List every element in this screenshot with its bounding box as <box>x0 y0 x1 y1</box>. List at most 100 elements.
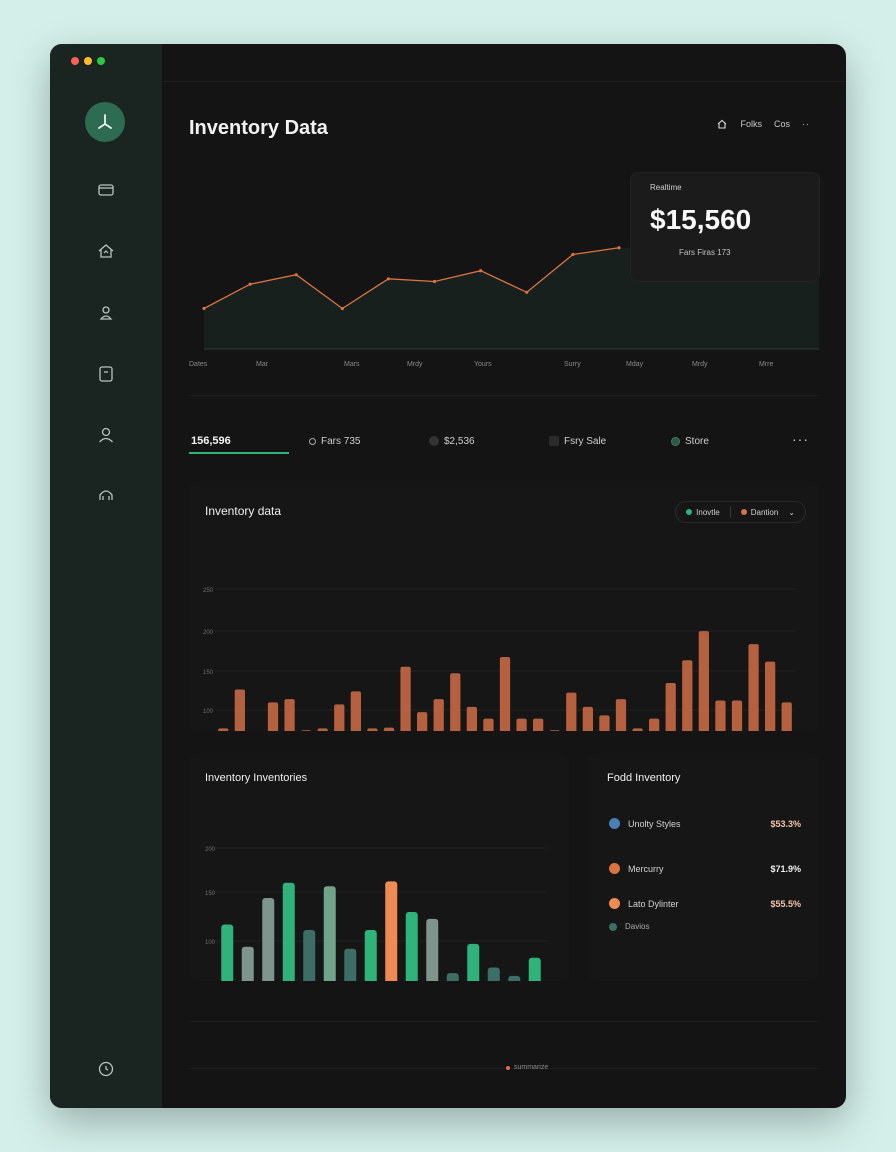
headphones-icon[interactable] <box>95 484 117 506</box>
price-card-value: $15,560 <box>650 204 752 235</box>
close-window-button[interactable] <box>71 57 79 65</box>
inventories-bar[interactable] <box>446 973 459 981</box>
inventories-bar[interactable] <box>426 918 439 981</box>
header-action-cos[interactable]: Cos <box>773 119 790 129</box>
inventory-bar[interactable] <box>284 699 295 731</box>
zoom-window-button[interactable] <box>97 57 105 65</box>
inventories-bar[interactable] <box>241 946 254 981</box>
inventory-bar[interactable] <box>234 689 245 731</box>
inventories-bar[interactable] <box>467 943 480 981</box>
inventory-bar[interactable] <box>301 730 311 731</box>
inventory-bar[interactable] <box>698 631 709 731</box>
inventory-bar[interactable] <box>466 706 477 731</box>
inventory-bar[interactable] <box>550 730 560 731</box>
hero-point <box>432 279 437 284</box>
inventory-bar[interactable] <box>765 661 776 731</box>
inventory-bar[interactable] <box>781 702 792 731</box>
inventory-bar[interactable] <box>417 712 428 731</box>
hero-x-tick-label: Mars <box>344 361 360 368</box>
inventory-bar[interactable] <box>533 718 544 731</box>
inventory-bar[interactable] <box>400 666 411 731</box>
inventories-bar[interactable] <box>221 924 234 981</box>
home-outline-icon[interactable] <box>716 118 728 130</box>
rank-dot <box>609 818 620 829</box>
inventory-bar[interactable] <box>632 728 643 731</box>
inventory-bar[interactable] <box>748 644 759 731</box>
user-icon[interactable] <box>95 424 117 446</box>
inventory-bar[interactable] <box>566 692 577 731</box>
main-content: Inventory Data Folks Cos ·· Dates Mar Mars… <box>162 44 846 1108</box>
inventories-bar[interactable] <box>508 975 521 981</box>
tab-156596[interactable]: 156,596 <box>191 427 231 455</box>
inventories-bar[interactable] <box>528 957 541 981</box>
chevron-down-icon[interactable]: ⌄ <box>788 507 795 517</box>
inventories-bar[interactable] <box>364 930 377 981</box>
inventory-bar[interactable] <box>317 728 328 731</box>
header-more-button[interactable]: ·· <box>802 119 810 129</box>
tab-2536[interactable]: $2,536 <box>429 427 475 455</box>
person-pin-icon[interactable] <box>95 302 117 324</box>
rank-row[interactable]: Unolty Styles $53.3% <box>609 818 801 829</box>
tab-store[interactable]: Store <box>671 427 709 455</box>
legend-item-dantion: Dantion <box>740 507 779 517</box>
inventory-bar[interactable] <box>334 704 345 731</box>
inventory-bar[interactable] <box>483 718 494 731</box>
inventories-bar[interactable] <box>487 967 500 981</box>
inventory-data-legend[interactable]: Inovtle Dantion ⌄ <box>675 501 806 523</box>
wallet-icon[interactable] <box>95 179 117 201</box>
tab-label: Store <box>685 435 709 447</box>
inventories-bar[interactable] <box>405 911 418 981</box>
arrow-down-logo-icon[interactable] <box>85 102 125 142</box>
inventory-bar[interactable] <box>682 660 693 731</box>
hero-x-tick-label: Mar <box>256 361 269 368</box>
inventory-bar[interactable] <box>499 657 511 731</box>
tab-label: Fars 735 <box>321 435 361 447</box>
tab-fars-735[interactable]: Fars 735 <box>309 427 360 455</box>
inventories-bar[interactable] <box>385 881 398 981</box>
rank-row[interactable]: Lato Dylinter $55.5% <box>609 898 801 909</box>
rank-row[interactable]: Davios <box>609 922 801 931</box>
hero-point <box>386 277 391 281</box>
legend-label: Dantion <box>750 507 779 517</box>
inventory-bar[interactable] <box>350 691 361 731</box>
minimize-window-button[interactable] <box>84 57 92 65</box>
tabs-more-button[interactable]: ··· <box>792 431 809 447</box>
inventory-bar[interactable] <box>516 718 527 731</box>
inventories-bar[interactable] <box>262 898 275 981</box>
active-tab-underline <box>189 452 289 454</box>
tab-fsry-sale[interactable]: Fsry Sale <box>549 427 606 455</box>
legend-label: Inovtle <box>696 507 720 517</box>
rank-row[interactable]: Mercurry $71.9% <box>609 863 801 874</box>
inventory-bar[interactable] <box>715 700 726 731</box>
tabs-divider <box>189 395 819 396</box>
box-icon[interactable] <box>95 363 117 385</box>
inventory-bar[interactable] <box>218 728 229 731</box>
footer-dot <box>506 1065 510 1070</box>
inventory-bar[interactable] <box>599 715 610 731</box>
inventory-data-card: Inventory data Inovtle Dantion ⌄ 0100150… <box>189 481 819 731</box>
legend-dot <box>686 509 693 516</box>
inventory-bar[interactable] <box>731 700 743 731</box>
inventories-bar[interactable] <box>323 886 336 981</box>
inventory-bar[interactable] <box>615 699 627 731</box>
hero-point <box>571 252 575 257</box>
inventory-bar[interactable] <box>267 702 279 731</box>
inventory-bar[interactable] <box>433 699 444 731</box>
inventories-bar[interactable] <box>344 948 357 981</box>
home-icon[interactable] <box>95 240 117 262</box>
header-action-folks[interactable]: Folks <box>740 119 762 129</box>
sidebar <box>50 44 162 1108</box>
inventory-bar[interactable] <box>649 718 660 731</box>
inventory-bar[interactable] <box>582 706 593 731</box>
inventory-bar[interactable] <box>383 727 395 731</box>
inventories-bar[interactable] <box>303 930 316 981</box>
hero-x-tick-label: Mday <box>626 361 644 368</box>
clock-icon[interactable] <box>95 1058 117 1080</box>
inventories-bar[interactable] <box>282 882 295 981</box>
footer-summary[interactable]: summarize <box>506 1064 548 1071</box>
inventory-bar[interactable] <box>665 682 676 731</box>
inventory-bar[interactable] <box>367 728 378 731</box>
inventory-data-bar-chart: 0100150200250 <box>203 588 795 731</box>
header-actions: Folks Cos ·· <box>716 118 810 130</box>
inventory-bar[interactable] <box>450 673 461 731</box>
